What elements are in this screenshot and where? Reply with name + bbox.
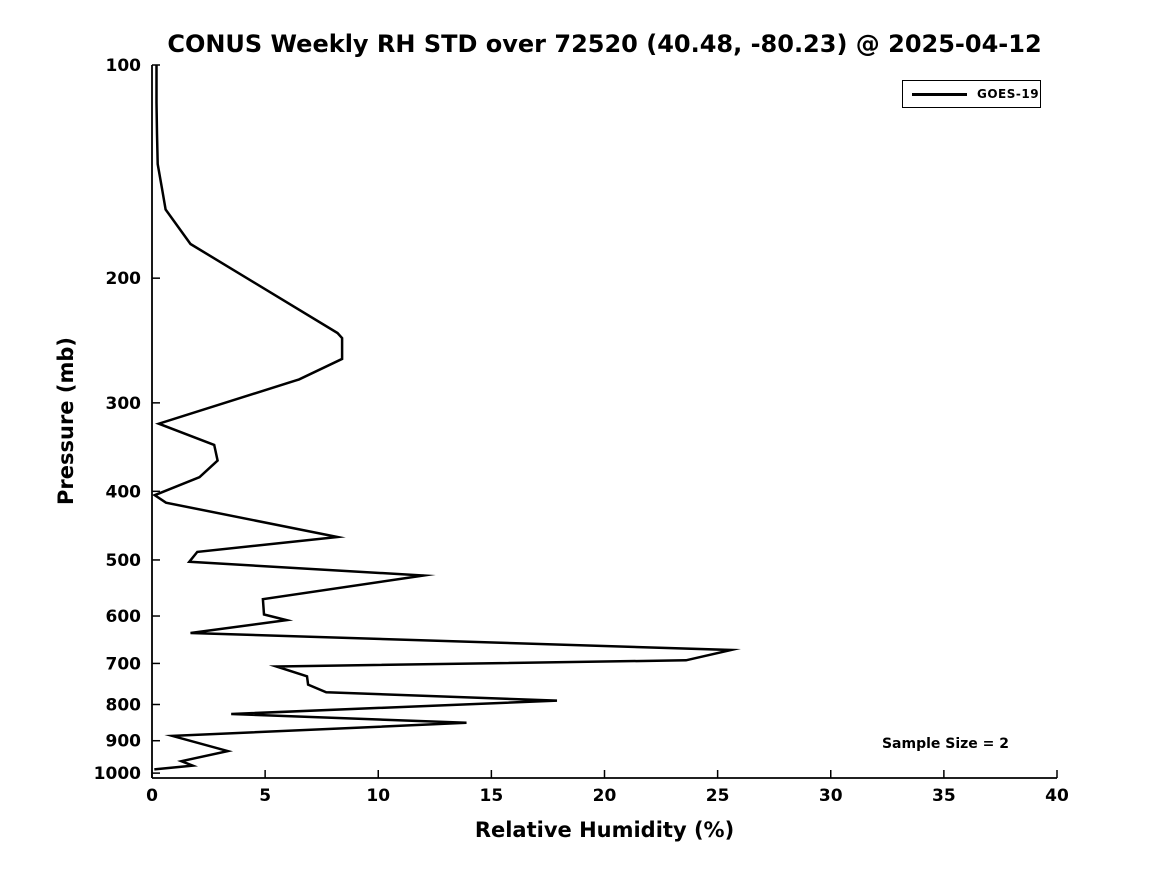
- x-tick-label: 25: [706, 786, 730, 806]
- x-tick-label: 0: [146, 786, 158, 806]
- y-tick-label: 600: [106, 607, 142, 627]
- y-tick-labels: 100 200 300 400 500 600 700 800 900 1000: [94, 56, 141, 784]
- x-tick-label: 20: [593, 786, 617, 806]
- sample-size-annotation: Sample Size = 2: [881, 736, 1010, 752]
- x-tick-label: 40: [1045, 786, 1069, 806]
- y-tick-label: 700: [106, 654, 142, 674]
- legend-label: GOES-19: [977, 87, 1040, 101]
- x-tick-label: 5: [259, 786, 271, 806]
- y-tick-label: 400: [106, 482, 142, 502]
- x-axis-label: Relative Humidity (%): [474, 818, 735, 842]
- x-tick-label: 15: [480, 786, 504, 806]
- x-tick-labels: 0 5 10 15 20 25 30 35 40: [146, 786, 1069, 806]
- rh-std-curve: [152, 65, 741, 771]
- y-tick-label: 900: [106, 732, 142, 752]
- legend-box: GOES-19: [902, 80, 1041, 108]
- y-tick-label: 100: [106, 56, 142, 76]
- x-tick-label: 35: [932, 786, 956, 806]
- x-ticks: [151, 770, 1058, 778]
- y-tick-label: 500: [106, 551, 142, 571]
- y-tick-label: 300: [106, 394, 142, 414]
- y-tick-label: 200: [106, 269, 142, 289]
- y-tick-label: 800: [106, 695, 142, 715]
- y-tick-label: 1000: [94, 764, 141, 784]
- x-tick-label: 30: [819, 786, 843, 806]
- chart-title: CONUS Weekly RH STD over 72520 (40.48, -…: [167, 30, 1042, 58]
- legend-line-sample-icon: [912, 92, 967, 96]
- x-tick-label: 10: [366, 786, 390, 806]
